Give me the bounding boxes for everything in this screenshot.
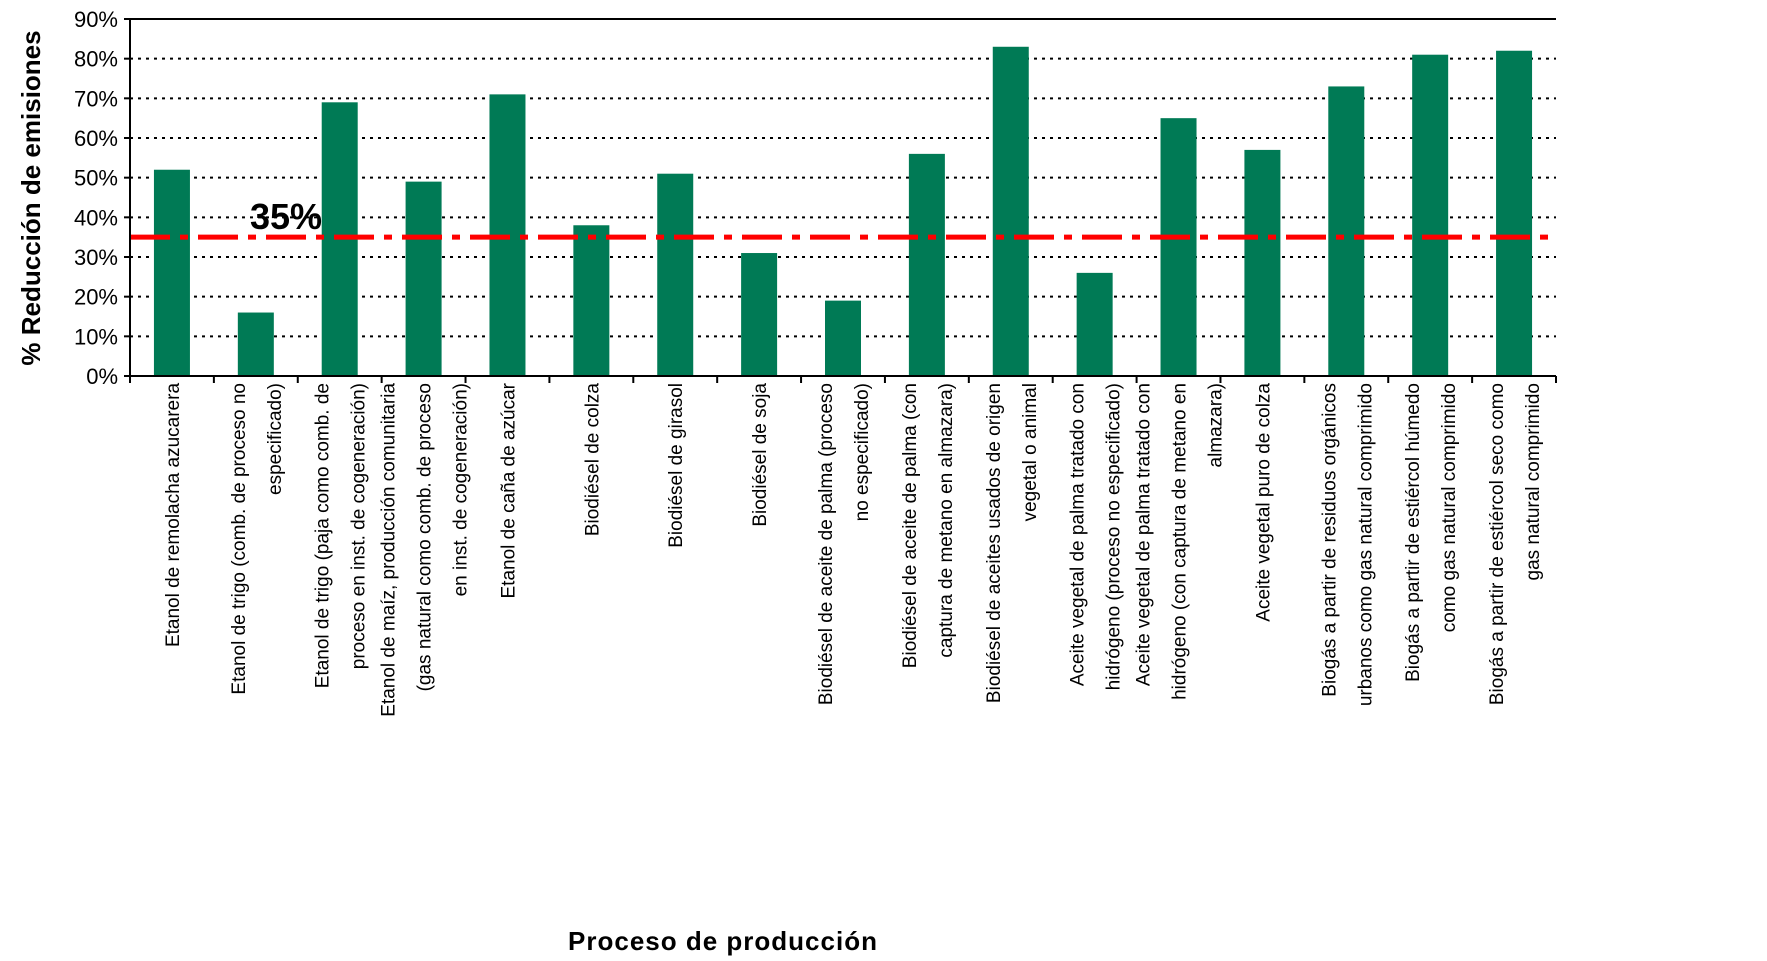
- y-tick-label: 50%: [74, 166, 118, 191]
- x-category-label: urbanos como gas natural comprimido: [1355, 383, 1376, 706]
- x-axis-title: Proceso de producción: [568, 926, 878, 956]
- bar: [908, 153, 945, 376]
- bar: [1328, 86, 1365, 376]
- x-category-label: hidrógeno (con captura de metano en: [1170, 383, 1191, 700]
- bar: [825, 300, 861, 376]
- x-category-label: Biodiésel de aceites usados de origen: [984, 383, 1005, 703]
- x-category-label: Biodiésel de aceite de palma (proceso: [816, 383, 837, 705]
- bar: [405, 181, 442, 376]
- y-tick-label: 90%: [74, 7, 118, 32]
- x-category-label: en inst. de cogeneración): [451, 383, 472, 596]
- x-category-label: Biogás a partir de estiércol seco como: [1487, 383, 1508, 705]
- x-category-label: proceso en inst. de cogeneración): [349, 383, 370, 669]
- y-tick-label: 80%: [74, 47, 118, 72]
- y-tick-labels: 0% 10% 20% 30% 40% 50% 60% 70% 80% 90%: [74, 7, 118, 389]
- x-category-label: Etanol de caña de azúcar: [498, 382, 519, 598]
- x-category-label: almazara): [1206, 383, 1227, 467]
- axes: [124, 18, 1557, 383]
- bars: [153, 46, 1533, 377]
- y-tick-label: 20%: [74, 285, 118, 310]
- y-axis-title: % Reducción de emisiones: [16, 30, 46, 365]
- bar: [657, 173, 694, 376]
- bar: [741, 253, 778, 376]
- x-category-label: como gas natural comprimido: [1439, 383, 1460, 632]
- bar: [1496, 50, 1533, 376]
- x-category-label: Aceite vegetal puro de colza: [1253, 383, 1274, 622]
- reference-line-group: 35%: [130, 196, 1556, 240]
- y-tick-label: 40%: [74, 205, 118, 230]
- x-category-label: Biodiésel de soja: [750, 383, 771, 527]
- x-category-label: Biodiésel de girasol: [666, 383, 687, 548]
- x-category-label: Biodiésel de colza: [582, 383, 603, 537]
- x-category-label: hidrógeno (proceso no especificado): [1104, 383, 1125, 690]
- x-category-label: Etanol de trigo (comb. de proceso no: [229, 383, 250, 695]
- x-category-labels: Etanol de remolacha azucarera Etanol de t…: [163, 382, 1544, 716]
- x-category-label: Etanol de remolacha azucarera: [163, 383, 184, 647]
- bar: [573, 225, 610, 376]
- y-tick-label: 30%: [74, 245, 118, 270]
- y-tick-label: 60%: [74, 126, 118, 151]
- x-category-label: no especificado): [852, 383, 873, 521]
- bar: [1160, 118, 1197, 377]
- x-category-label: gas natural comprimido: [1523, 383, 1544, 580]
- x-category-label: Biogás a partir de estiércol húmedo: [1403, 383, 1424, 682]
- x-category-label: Etanol de trigo (paja como comb. de: [313, 383, 334, 688]
- x-category-label: Aceite vegetal de palma tratado con: [1134, 383, 1155, 686]
- x-category-label: vegetal o animal: [1020, 383, 1041, 521]
- reference-line-label: 35%: [250, 196, 322, 237]
- bar: [1412, 54, 1449, 376]
- bar: [237, 312, 274, 376]
- x-category-label: especificado): [265, 383, 286, 495]
- x-category-label: (gas natural como comb. de proceso: [415, 383, 436, 691]
- x-category-label: captura de metano en almazara): [936, 383, 957, 658]
- y-tick-label: 70%: [74, 86, 118, 111]
- y-tick-label: 0%: [86, 364, 118, 389]
- bar: [153, 169, 190, 376]
- x-category-label: Biodiésel de aceite de palma (con: [900, 383, 921, 668]
- x-category-label: Etanol de maíz, producción comunitaria: [379, 383, 400, 717]
- y-tick-label: 10%: [74, 324, 118, 349]
- x-category-label: Biogás a partir de residuos orgánicos: [1319, 383, 1340, 697]
- bar: [1076, 272, 1113, 376]
- bar: [1244, 149, 1281, 376]
- x-category-label: Aceite vegetal de palma tratado con: [1068, 383, 1089, 686]
- bar: [992, 46, 1029, 377]
